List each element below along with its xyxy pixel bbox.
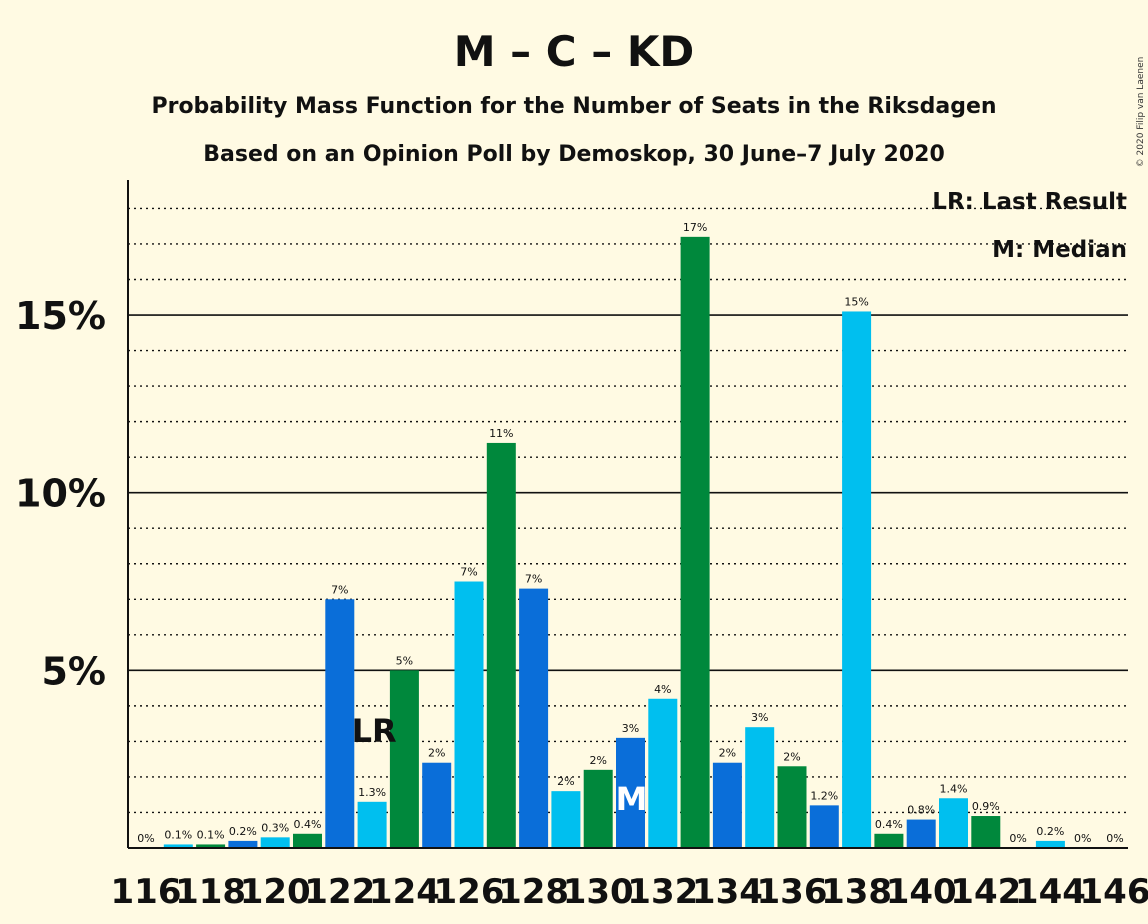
bar-seat-117 <box>163 844 193 848</box>
bar-seat-118 <box>196 844 226 848</box>
bar-value-label: 7% <box>525 573 542 586</box>
copyright-notice: © 2020 Filip van Laenen <box>1136 57 1146 168</box>
bar-value-label: 7% <box>460 566 477 579</box>
bar-value-label: 0% <box>1074 832 1091 845</box>
bar-labels-group: 0% 0.1% 0.1% 0.2% 0.3% 0.4% 7% 1.3% 5% 2% 7% 11% 7% 2… <box>137 221 1123 845</box>
bar-value-label: 0.1% <box>164 828 192 841</box>
bar-seat-120 <box>260 837 290 848</box>
bar-value-label: 5% <box>396 654 413 667</box>
bar-seat-125 <box>422 762 452 848</box>
x-tick-label: 140 <box>886 872 957 912</box>
bar-value-label: 2% <box>783 750 800 763</box>
bar-value-label: 0.2% <box>229 825 257 838</box>
last-result-marker: LR <box>352 712 397 750</box>
bar-value-label: 3% <box>751 711 768 724</box>
bar-seat-122 <box>325 599 355 848</box>
chart-subtitle-poll: Based on an Opinion Poll by Demoskop, 30… <box>203 142 945 167</box>
x-tick-label: 116 <box>111 872 182 912</box>
bar-seat-140 <box>906 819 936 848</box>
bar-seat-142 <box>971 816 1001 848</box>
x-tick-label: 128 <box>498 872 569 912</box>
y-tick-label: 15% <box>15 294 106 338</box>
bar-seat-137 <box>809 805 839 848</box>
markers-group: LR M <box>352 712 648 818</box>
x-tick-label: 120 <box>240 872 311 912</box>
bar-seat-141 <box>939 798 968 848</box>
bar-seat-131 <box>616 737 645 848</box>
bars-group <box>163 236 1065 848</box>
bar-seat-136 <box>777 766 807 848</box>
median-marker: M <box>616 780 648 818</box>
chart-title: M – C – KD <box>454 27 695 76</box>
bar-value-label: 0% <box>1106 832 1123 845</box>
x-tick-label: 136 <box>757 872 828 912</box>
bar-seat-139 <box>874 833 904 848</box>
bar-value-label: 17% <box>683 221 707 234</box>
axes: 5%10%15%11611812012212412612813013213413… <box>15 180 1148 912</box>
x-tick-label: 146 <box>1080 872 1148 912</box>
bar-value-label: 7% <box>331 583 348 596</box>
bar-seat-132 <box>648 698 678 848</box>
y-tick-label: 10% <box>15 472 106 516</box>
bar-seat-128 <box>519 588 549 848</box>
bar-value-label: 0% <box>1009 832 1026 845</box>
bar-value-label: 2% <box>557 775 574 788</box>
bar-seat-133 <box>680 236 710 848</box>
bar-value-label: 15% <box>844 295 868 308</box>
bar-value-label: 1.4% <box>940 782 968 795</box>
bar-value-label: 0.4% <box>294 818 322 831</box>
x-tick-label: 126 <box>434 872 505 912</box>
bar-seat-124 <box>389 670 419 848</box>
bar-value-label: 0.4% <box>875 818 903 831</box>
bar-value-label: 0% <box>137 832 154 845</box>
bar-seat-134 <box>712 762 742 848</box>
bar-value-label: 0.8% <box>907 804 935 817</box>
bar-value-label: 4% <box>654 683 671 696</box>
bar-value-label: 3% <box>622 722 639 735</box>
x-tick-label: 130 <box>563 872 634 912</box>
x-tick-label: 138 <box>821 872 892 912</box>
bar-seat-144 <box>1035 840 1065 848</box>
bar-seat-135 <box>745 727 775 848</box>
legend-median: M: Median <box>992 237 1127 263</box>
legend-last-result: LR: Last Result <box>932 189 1127 215</box>
x-tick-label: 118 <box>175 872 246 912</box>
x-tick-label: 134 <box>692 872 763 912</box>
bar-seat-138 <box>842 311 872 848</box>
bar-value-label: 2% <box>428 747 445 760</box>
x-tick-label: 144 <box>1015 872 1086 912</box>
x-tick-label: 132 <box>627 872 698 912</box>
x-tick-label: 122 <box>304 872 375 912</box>
bar-seat-130 <box>583 769 613 848</box>
bar-value-label: 1.3% <box>358 786 386 799</box>
bar-value-label: 2% <box>589 754 606 767</box>
bar-seat-129 <box>551 791 581 848</box>
bar-value-label: 2% <box>719 747 736 760</box>
bar-value-label: 0.2% <box>1036 825 1064 838</box>
bar-value-label: 0.3% <box>261 821 289 834</box>
bar-value-label: 0.9% <box>972 800 1000 813</box>
bar-seat-123 <box>357 801 387 848</box>
bar-value-label: 1.2% <box>810 789 838 802</box>
y-tick-label: 5% <box>41 649 106 693</box>
x-tick-label: 142 <box>950 872 1021 912</box>
bar-seat-126 <box>454 581 484 848</box>
chart-subtitle: Probability Mass Function for the Number… <box>151 94 996 119</box>
bar-value-label: 0.1% <box>197 828 225 841</box>
bar-seat-119 <box>228 840 258 848</box>
bar-seat-121 <box>293 833 322 848</box>
x-tick-label: 124 <box>369 872 440 912</box>
bar-value-label: 11% <box>489 427 513 440</box>
bar-seat-127 <box>486 442 516 848</box>
